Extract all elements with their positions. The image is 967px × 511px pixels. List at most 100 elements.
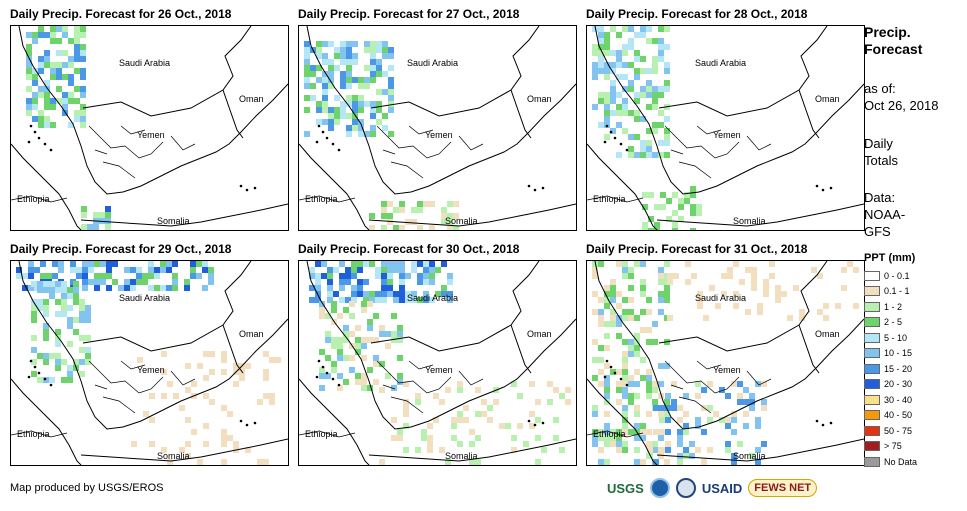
precip-cell <box>79 335 85 341</box>
precip-cell <box>592 435 598 441</box>
forecast-map[interactable]: Saudi Arabia Oman Yemen Ethiopia Somalia <box>10 25 289 231</box>
precip-cell <box>659 405 665 411</box>
precip-cell <box>634 315 640 321</box>
precip-cell <box>315 285 321 291</box>
precip-cell <box>640 56 646 62</box>
precip-cell <box>604 116 610 122</box>
legend-swatch <box>864 286 880 297</box>
precip-cell <box>423 201 429 207</box>
precip-cell <box>731 381 737 387</box>
precip-cell <box>666 198 672 204</box>
precip-cell <box>346 131 352 137</box>
precip-cell <box>149 393 155 399</box>
precip-cell <box>683 393 689 399</box>
forecast-map[interactable]: Saudi Arabia Oman Yemen Ethiopia Somalia <box>298 260 577 466</box>
precip-cell <box>415 393 421 399</box>
precip-cell <box>690 204 696 210</box>
precip-cell <box>598 357 604 363</box>
precip-cell <box>233 441 239 447</box>
precip-cell <box>352 59 358 65</box>
precip-cell <box>26 104 32 110</box>
precip-cell <box>82 273 88 279</box>
precip-cell <box>379 361 385 367</box>
precip-cell <box>628 315 634 321</box>
precip-cell <box>853 267 859 273</box>
precip-cell <box>731 429 737 435</box>
precip-cell <box>453 201 459 207</box>
precip-cell <box>363 279 369 285</box>
precip-cell <box>38 56 44 62</box>
forecast-map[interactable]: Saudi Arabia Oman Yemen Ethiopia Somalia <box>586 25 865 231</box>
precip-cell <box>604 441 610 447</box>
precip-cell <box>658 411 664 417</box>
sidebar-data-source: Data: NOAA- GFS <box>864 189 905 240</box>
legend-swatch <box>864 379 880 390</box>
precip-cell <box>646 429 652 435</box>
precip-cell <box>334 65 340 71</box>
precip-cell <box>423 273 429 279</box>
precip-cell <box>275 357 281 363</box>
precip-cell <box>221 435 227 441</box>
precip-cell <box>80 92 86 98</box>
african-coastline <box>11 143 82 230</box>
precip-cells <box>16 261 281 465</box>
precip-cell <box>685 279 691 285</box>
precip-cell <box>755 459 761 465</box>
precip-cell <box>634 381 640 387</box>
precip-cell <box>427 447 433 453</box>
precip-cell <box>67 371 73 377</box>
precip-cell <box>373 313 379 319</box>
precip-cell <box>343 379 349 385</box>
forecast-map[interactable]: Saudi Arabia Oman Yemen Ethiopia Somalia <box>298 25 577 231</box>
precip-cell <box>652 98 658 104</box>
precip-cell <box>640 68 646 74</box>
precip-cell <box>659 429 665 435</box>
forecast-map[interactable]: Saudi Arabia Oman Yemen Ethiopia Somalia <box>586 260 865 466</box>
precip-cell <box>511 381 517 387</box>
precip-cell <box>659 417 665 423</box>
precip-cell <box>337 385 343 391</box>
precip-cell <box>405 297 411 303</box>
precip-cell <box>355 325 361 331</box>
panel-title: Daily Precip. Forecast for 31 Oct., 2018 <box>586 242 808 256</box>
precip-cell <box>316 65 322 71</box>
precip-cell <box>610 50 616 56</box>
precip-cell <box>403 399 409 405</box>
precip-cell <box>263 459 269 465</box>
precip-cell <box>56 98 62 104</box>
precip-cell <box>319 349 325 355</box>
precip-cell <box>604 345 610 351</box>
precip-cell <box>463 417 469 423</box>
precip-cell <box>667 315 673 321</box>
precip-cell <box>339 261 345 267</box>
precip-cell <box>351 261 357 267</box>
precip-cell <box>652 399 658 405</box>
legend-label: 2 - 5 <box>884 317 903 328</box>
ethiopia-border <box>299 430 356 438</box>
precip-cell <box>451 423 457 429</box>
precip-cell <box>469 459 475 465</box>
precip-cell <box>592 273 598 279</box>
precip-cell <box>598 321 604 327</box>
precip-cell <box>79 311 85 317</box>
precip-cell <box>646 411 652 417</box>
precip-cell <box>719 417 725 423</box>
precip-cell <box>388 131 394 137</box>
precip-cell <box>43 311 49 317</box>
precip-cell <box>85 305 91 311</box>
precip-cell <box>677 429 683 435</box>
precip-cell <box>79 317 85 323</box>
precip-cell <box>358 125 364 131</box>
label-oman: Oman <box>239 329 264 339</box>
precip-cell <box>677 441 683 447</box>
precip-cell <box>695 393 701 399</box>
precip-cell <box>664 68 670 74</box>
precip-cell <box>154 273 160 279</box>
precip-cell <box>26 68 32 74</box>
precip-cell <box>331 337 337 343</box>
legend-label: 40 - 50 <box>884 410 913 421</box>
precip-cell <box>559 447 565 453</box>
precip-cell <box>775 297 781 303</box>
forecast-map[interactable]: Saudi Arabia Oman Yemen Ethiopia Somalia <box>10 260 289 466</box>
precip-cell <box>685 261 691 267</box>
